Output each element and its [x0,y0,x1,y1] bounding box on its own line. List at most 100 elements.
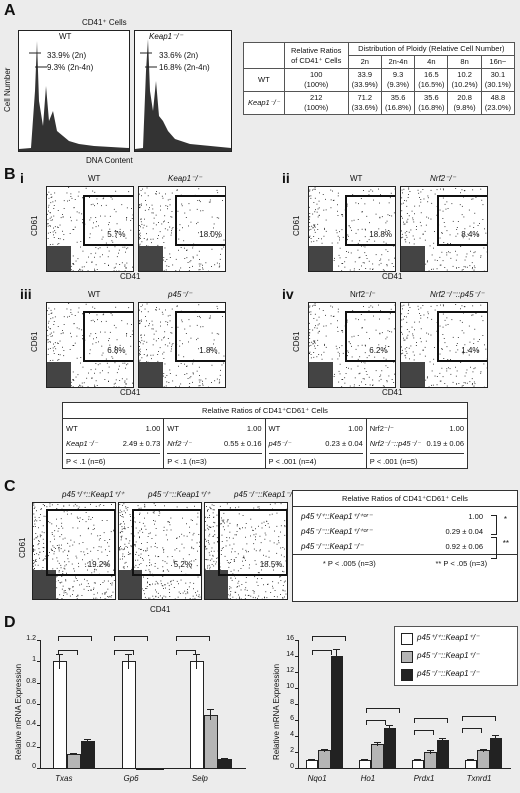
panel-a-xlabel: DNA Content [86,156,133,165]
error-cap [386,724,394,726]
facs-plot-dense-region [139,361,164,387]
error-cap [333,648,341,650]
error-bar [442,737,444,743]
bar [203,714,218,769]
row-cell: 71.2 (33.6%) [347,91,382,115]
bar [81,741,96,769]
facs-plot-dense-region [139,245,164,271]
facs-plot-dense-region [401,361,426,387]
y-tick [37,768,40,769]
facs-plot-gate [175,311,225,363]
error-bar [323,748,325,752]
legend-label-2: p45⁻/⁻::Keap1⁺/⁻ [417,651,480,660]
error-cap [479,748,487,750]
error-bar [223,758,225,761]
error-bar [127,653,129,669]
y-tick-label: 0.2 [26,741,36,749]
error-cap [70,753,78,755]
error-bar [482,748,484,752]
panel-c-ylabel: CD61 [18,537,27,558]
panel-a-letter: A [4,2,16,19]
y-tick [295,736,298,737]
ratio: 1.00 [145,424,161,433]
genotype: WT [66,424,78,433]
facs-plot-dense-region [119,570,142,599]
facs-plot-percent: 5.7% [107,230,126,240]
subpanel-label: iii [20,286,32,302]
legend: p45⁺/⁺::Keap1⁺/⁻ p45⁻/⁻::Keap1⁺/⁻ p45⁻/⁻… [394,626,518,686]
table-row: p45⁻/⁻::Keap1⁻/⁻ 0.92 ± 0.06 [301,542,483,551]
ploidy-col: 4n [414,55,449,69]
legend-swatch-3 [401,669,413,681]
facs-plot: 18.5% [204,502,288,600]
bar [330,656,344,769]
significance-bracket [176,650,196,655]
genotype-label: p45⁺/⁺::Keap1⁺/⁺ [62,490,125,499]
genotype-label: p45⁻/⁻::Keap1⁺/⁺ [148,490,211,499]
significance-bracket [312,636,346,641]
genotype-label-right: Nrf2⁻/⁻::p45⁻/⁻ [430,290,485,299]
y-tick-label: 16 [286,635,294,642]
bar [189,661,204,769]
table-row: p45⁻/⁻::Keap1⁺/⁺ᵒʳ⁻ 0.29 ± 0.04 [301,527,483,536]
ratio: 0.23 ± 0.04 [325,439,363,448]
y-tick-label: 1 [32,656,36,664]
histogram-wt-svg [19,41,129,151]
error-cap [373,742,381,744]
error-bar [389,724,391,732]
bar [149,768,164,770]
x-category-label: Nqo1 [307,774,327,783]
error-cap [124,653,132,655]
significance-bracket [414,718,448,723]
genotype-label-right: p45⁻/⁻ [168,290,193,299]
row-cell: 10.2 (10.2%) [447,68,482,92]
genotype: WT [167,424,179,433]
bar [383,728,397,769]
y-tick-label: 10 [286,683,294,690]
facs-plot: 1.8% [138,302,226,388]
legend-label-3: p45⁻/⁻::Keap1⁻/⁻ [417,669,480,678]
facs-plot-percent: 6.2% [369,346,388,356]
legend-swatch-1 [401,633,413,645]
facs-plot: 18.8% [308,186,396,272]
subpanel-label: iv [282,286,294,302]
bar [436,740,450,769]
y-tick-label: 0 [32,763,36,770]
x-category-label: Selp [191,774,208,783]
panel-d-letter: D [4,614,16,631]
table-row: p45⁺/⁺::Keap1⁺/⁺ᵒʳ⁻ 1.00 [301,512,483,521]
facs-plot-percent: 5.2% [173,560,192,570]
cd41-label: CD41 [382,388,403,397]
table-row: WT 1.00 [66,421,160,436]
table-row: Nrf2⁻/⁻::p45⁻/⁻ 0.19 ± 0.06 [370,436,464,451]
panel-d-ylabel-right: Relative mRNA Expression [272,663,281,760]
bar [135,768,150,770]
ploidy-col: 2n-4n [380,55,416,69]
facs-plot-gate [218,508,287,577]
y-tick [37,640,40,641]
error-cap [56,653,64,655]
facs-plot-gate [132,508,201,577]
significance-bracket [176,636,210,641]
significance-bracket [114,650,134,655]
row-name: Keap1⁻/⁻ [243,91,285,115]
table-row: Nrf2⁻/⁻ 1.00 [370,421,464,436]
genotype-label-right: Keap1⁻/⁻ [168,174,202,183]
y-tick [295,640,298,641]
significance-bracket [414,730,434,735]
ratio: 0.19 ± 0.06 [426,439,464,448]
significance-bracket [114,636,148,641]
error-cap [307,759,315,761]
facs-plot-percent: 6.8% [107,346,126,356]
histogram-keap1-pct2: 16.8% (2n-4n) [159,63,210,72]
table-row: WT 1.00 [269,421,363,436]
bar [411,760,425,769]
bar [371,744,384,769]
y-tick [295,672,298,673]
histogram-wt-pct1: 33.9% (2n) [47,51,87,60]
row-cell: 16.5 (16.5%) [414,68,449,92]
panel-c-xlabel: CD41 [150,605,171,614]
error-cap [466,759,474,761]
error-cap [192,653,200,655]
bracket-1-star: * [503,515,507,524]
